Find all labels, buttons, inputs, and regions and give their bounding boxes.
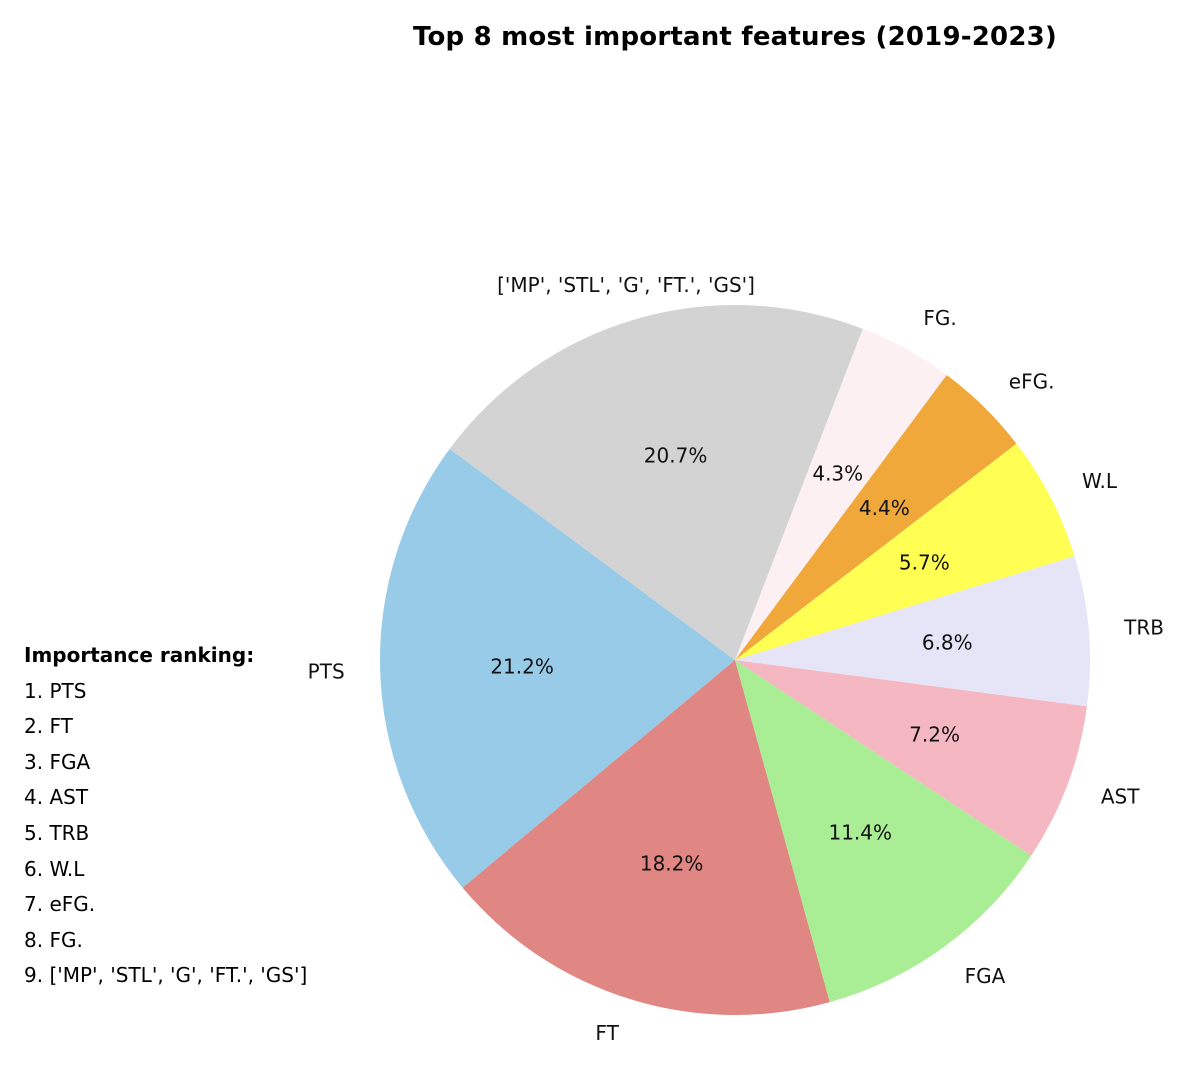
ranking-item: 7. eFG. bbox=[24, 892, 96, 917]
category-labels: PTS FT FGA AST TRB W.L eFG. FG. ['MP', 'STL', 'G… bbox=[308, 273, 1164, 1045]
pie-slice-fg bbox=[735, 328, 947, 660]
percent-label: 4.4% bbox=[859, 496, 910, 520]
percent-label: 20.7% bbox=[644, 443, 708, 467]
ranking-item: 5. TRB bbox=[24, 820, 90, 845]
ranking-title: Importance ranking: bbox=[24, 643, 255, 667]
percent-labels: 21.2% 18.2% 11.4% 7.2% 6.8% 5.7% 4.4% 4.3% 20.7% bbox=[490, 443, 972, 875]
percent-label: 7.2% bbox=[909, 722, 960, 746]
category-label: FT bbox=[595, 1021, 619, 1045]
category-label: PTS bbox=[308, 660, 345, 684]
percent-label: 18.2% bbox=[640, 851, 704, 875]
pie-slice-efg bbox=[735, 374, 1017, 660]
ranking-item: 6. W.L bbox=[24, 856, 85, 881]
pie-slice-fga bbox=[735, 660, 1032, 1003]
ranking-item: 9. ['MP', 'STL', 'G', 'FT.', 'GS'] bbox=[24, 963, 308, 988]
pie-slice-trb bbox=[735, 556, 1090, 707]
ranking-item: 1. PTS bbox=[24, 678, 87, 703]
ranking-item: 4. AST bbox=[24, 785, 89, 810]
category-label: TRB bbox=[1123, 616, 1164, 640]
pie-slice-mp-stl-g-ft-gs bbox=[449, 305, 863, 660]
ranking-item: 8. FG. bbox=[24, 927, 83, 952]
percent-label: 6.8% bbox=[922, 630, 973, 654]
ranking-item: 2. FT bbox=[24, 714, 73, 739]
category-label: FGA bbox=[965, 964, 1006, 988]
pie-slice-ft bbox=[462, 660, 830, 1015]
importance-ranking: Importance ranking: 1. PTS 2. FT 3. FGA … bbox=[24, 638, 307, 994]
category-label: FG. bbox=[923, 306, 956, 330]
percent-label: 4.3% bbox=[812, 461, 863, 485]
category-label: W.L bbox=[1082, 469, 1118, 493]
pie-slice-pts bbox=[380, 448, 735, 888]
category-label: ['MP', 'STL', 'G', 'FT.', 'GS'] bbox=[497, 273, 755, 297]
pie-slice-ast bbox=[735, 660, 1087, 856]
ranking-item: 3. FGA bbox=[24, 749, 91, 774]
category-label: eFG. bbox=[1009, 370, 1055, 394]
percent-label: 5.7% bbox=[899, 550, 950, 574]
chart-title: Top 8 most important features (2019-2023… bbox=[412, 22, 1058, 52]
category-label: AST bbox=[1101, 785, 1140, 809]
pie-slices bbox=[380, 305, 1090, 1015]
percent-label: 21.2% bbox=[490, 654, 554, 678]
percent-label: 11.4% bbox=[828, 820, 892, 844]
pie-slice-w-l bbox=[735, 443, 1075, 660]
